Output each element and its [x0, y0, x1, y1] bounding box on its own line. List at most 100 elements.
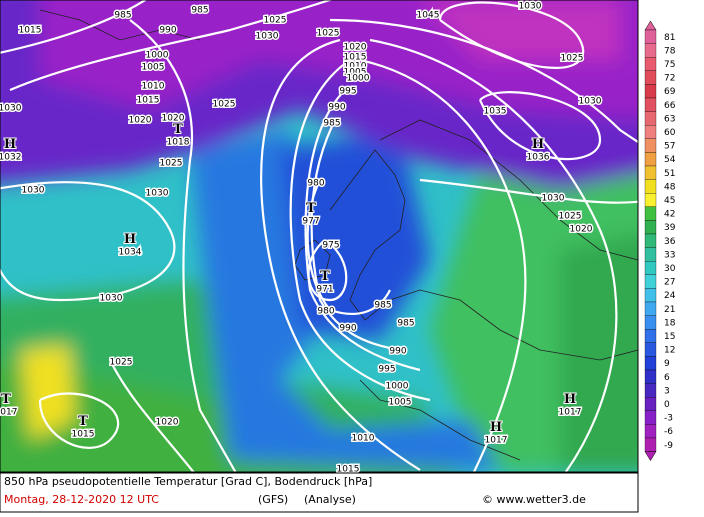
legend-label: 60 — [664, 128, 676, 138]
legend-swatch — [644, 220, 657, 235]
legend-swatch — [644, 410, 657, 425]
isobar-label: 1030 — [519, 2, 542, 12]
isobar-label: 1015 — [344, 53, 367, 63]
pressure-center-value: 1015 — [72, 430, 95, 440]
isobar-label: 1030 — [146, 189, 169, 199]
isobar-label: 1010 — [352, 434, 375, 444]
legend-label: 78 — [664, 46, 676, 56]
legend-label: -3 — [664, 414, 673, 424]
isobar-label: 995 — [378, 365, 395, 375]
legend-swatch — [644, 125, 657, 139]
legend-label: 6 — [664, 373, 670, 383]
pressure-center-value: 1017 — [485, 436, 508, 446]
isobar-label: 1015 — [137, 96, 160, 106]
legend-label: 42 — [664, 210, 675, 220]
isobar-label: 1030 — [579, 97, 602, 107]
isobar-label: 1030 — [256, 32, 279, 42]
caption-date: Montag, 28-12-2020 12 UTC — [4, 493, 159, 506]
legend-label: 45 — [664, 196, 675, 206]
legend-arrow-top — [644, 20, 657, 31]
isobar-label: 1030 — [22, 186, 45, 196]
legend-swatch — [644, 397, 657, 411]
legend-label: 66 — [664, 101, 676, 111]
isobar-label: 990 — [328, 103, 345, 113]
pressure-center-value: 1032 — [0, 153, 21, 163]
isobars — [0, 0, 638, 472]
isobar-label: 1025 — [160, 159, 183, 169]
legend-label: 21 — [664, 305, 675, 315]
legend-label: 51 — [664, 169, 675, 179]
legend-label: 39 — [664, 223, 676, 233]
legend-label: 48 — [664, 182, 676, 192]
legend-label: 57 — [664, 142, 675, 152]
isobar-label: 990 — [389, 347, 406, 357]
isobar-label: 1030 — [0, 104, 22, 114]
isobar-label: 995 — [339, 87, 356, 97]
isobar-label: 1045 — [417, 11, 440, 21]
isobar-label: 1020 — [344, 43, 367, 53]
isobar-label: 1025 — [317, 29, 340, 39]
isobar-label: 985 — [323, 119, 340, 129]
legend-swatch — [644, 193, 657, 207]
isobar-label: 1020 — [129, 116, 152, 126]
legend-swatch — [644, 152, 657, 167]
legend-swatch — [644, 356, 657, 371]
legend-swatch — [644, 247, 657, 262]
legend-swatch — [644, 233, 657, 248]
isobar-label: 1000 — [146, 51, 169, 61]
legend-label: 63 — [664, 114, 675, 124]
isobar-label: 985 — [397, 319, 414, 329]
isobar-label: 1030 — [542, 194, 565, 204]
color-legend: 8178757269666360575451484542393633302724… — [644, 20, 676, 462]
legend-label: 33 — [664, 250, 675, 260]
isobar-label: 985 — [191, 6, 208, 16]
pressure-center-value: 1017 — [559, 408, 582, 418]
isobar-label: 1035 — [484, 107, 507, 117]
isobar-label: 980 — [317, 307, 334, 317]
pressure-center-letter: H — [490, 420, 502, 435]
isobar-label: 990 — [339, 324, 356, 334]
caption-run: (Analyse) — [304, 493, 356, 506]
pressure-center-letter: T — [306, 201, 316, 216]
legend-swatch — [644, 165, 657, 180]
legend-swatch — [644, 84, 657, 99]
legend-swatch — [644, 43, 657, 58]
legend-swatch — [644, 70, 657, 85]
caption-title: 850 hPa pseudopotentielle Temperatur [Gr… — [4, 475, 372, 488]
legend-label: 18 — [664, 318, 676, 328]
isobar-label: 985 — [114, 11, 131, 21]
legend-swatch — [644, 424, 657, 439]
pressure-center-letter: H — [124, 232, 136, 247]
isobar-label: 980 — [307, 179, 324, 189]
legend-swatch — [644, 369, 657, 384]
legend-swatch — [644, 261, 657, 275]
legend-swatch — [644, 179, 657, 194]
isobar-label: 975 — [322, 241, 339, 251]
legend-arrow-bottom — [644, 451, 657, 462]
legend-swatch — [644, 437, 657, 452]
pressure-center-value: 1036 — [527, 153, 550, 163]
isobar-label: 1005 — [344, 68, 367, 78]
isobar-label: 1025 — [559, 212, 582, 222]
pressure-center-letter: H — [532, 137, 544, 152]
legend-label: 72 — [664, 74, 675, 84]
legend-label: -6 — [664, 427, 673, 437]
pressure-center-letter: T — [1, 392, 11, 407]
pressure-center-letter: H — [4, 137, 16, 152]
isobar-label: 990 — [159, 26, 176, 36]
legend-label: 54 — [664, 155, 676, 165]
legend-swatch — [644, 138, 657, 153]
legend-label: 24 — [664, 291, 676, 301]
isobar-label: 1025 — [213, 100, 236, 110]
isobar-label: 1010 — [142, 82, 165, 92]
isobar-label: 1020 — [570, 225, 593, 235]
isobar-label: 1025 — [264, 16, 287, 26]
isobar-label: 1020 — [156, 418, 179, 428]
isobar-label: 1005 — [142, 63, 165, 73]
pressure-center-value: 1034 — [119, 248, 142, 258]
legend-swatch — [644, 57, 657, 71]
isobar-label: 1010 — [344, 62, 367, 72]
legend-label: 69 — [664, 87, 676, 97]
isobar-label: 985 — [374, 301, 391, 311]
